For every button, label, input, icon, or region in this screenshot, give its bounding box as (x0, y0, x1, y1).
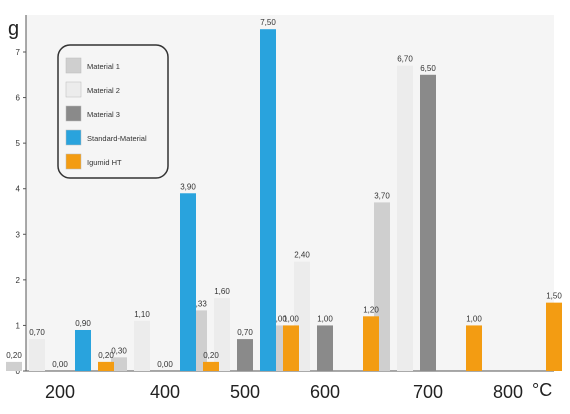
data-label: 7,50 (260, 18, 276, 27)
data-label: 0,20 (203, 351, 219, 360)
x-tick-label: 200 (45, 382, 75, 402)
legend-swatch (65, 81, 82, 98)
bar (98, 361, 114, 371)
x-tick-label: 600 (310, 382, 340, 402)
y-tick-label: 4 (16, 185, 21, 194)
bar (237, 339, 253, 371)
y-tick-label: 2 (16, 276, 21, 285)
y-tick-label: 3 (16, 230, 21, 239)
bar (283, 325, 299, 371)
x-tick-label: 800 (493, 382, 523, 402)
data-label: 3,70 (374, 191, 390, 200)
bar (317, 325, 333, 371)
bar (111, 357, 127, 371)
x-tick-label: 500 (230, 382, 260, 402)
data-label: 0,70 (29, 328, 45, 337)
data-label: 0,20 (6, 351, 22, 360)
legend-label: Igumid HT (87, 158, 122, 167)
legend-label: Material 2 (87, 86, 120, 95)
data-label: 1,50 (546, 292, 562, 301)
bar (203, 361, 219, 371)
legend-label: Material 3 (87, 110, 120, 119)
x-tick-label: 400 (150, 382, 180, 402)
data-label: 1,00 (283, 314, 299, 323)
bar (546, 302, 562, 371)
legend-label: Standard-Material (87, 134, 147, 143)
legend-box (57, 44, 169, 179)
y-tick-label: 5 (16, 139, 21, 148)
bar (260, 29, 276, 371)
legend-swatch (65, 129, 82, 146)
bar (6, 361, 22, 371)
data-label: 0,30 (111, 346, 127, 355)
bar (134, 320, 150, 371)
legend-swatch (65, 57, 82, 74)
bar (466, 325, 482, 371)
data-label: 6,70 (397, 55, 413, 64)
data-label: 3,90 (180, 182, 196, 191)
data-label: 1,60 (214, 287, 230, 296)
y-tick-label: 0 (16, 367, 21, 376)
bar (363, 316, 379, 371)
bar (75, 329, 91, 371)
data-label: 0,00 (157, 360, 173, 369)
legend-label: Material 1 (87, 62, 120, 71)
data-label: 1,00 (271, 314, 287, 323)
y-axis-unit: g (8, 18, 20, 40)
data-label: 1,00 (317, 314, 333, 323)
data-label: 1,10 (134, 310, 150, 319)
data-label: 0,90 (75, 319, 91, 328)
data-label: 0,20 (98, 351, 114, 360)
data-label: 2,40 (294, 251, 310, 260)
data-label: 6,50 (420, 64, 436, 73)
bar (214, 298, 230, 371)
bar (420, 74, 436, 372)
y-tick-label: 6 (16, 94, 21, 103)
data-label: 1,00 (466, 314, 482, 323)
bar (29, 339, 45, 371)
bar (397, 65, 413, 372)
x-axis-unit: °C (532, 380, 553, 400)
legend-swatch (65, 105, 82, 122)
legend-swatch (65, 153, 82, 170)
data-label: 1,20 (363, 305, 379, 314)
y-tick-label: 7 (16, 48, 21, 57)
data-label: 0,70 (237, 328, 253, 337)
data-label: 0,00 (52, 360, 68, 369)
bar (180, 193, 196, 371)
data-label: 1,33 (191, 299, 207, 308)
y-tick-label: 1 (16, 321, 21, 330)
x-tick-label: 700 (413, 382, 443, 402)
